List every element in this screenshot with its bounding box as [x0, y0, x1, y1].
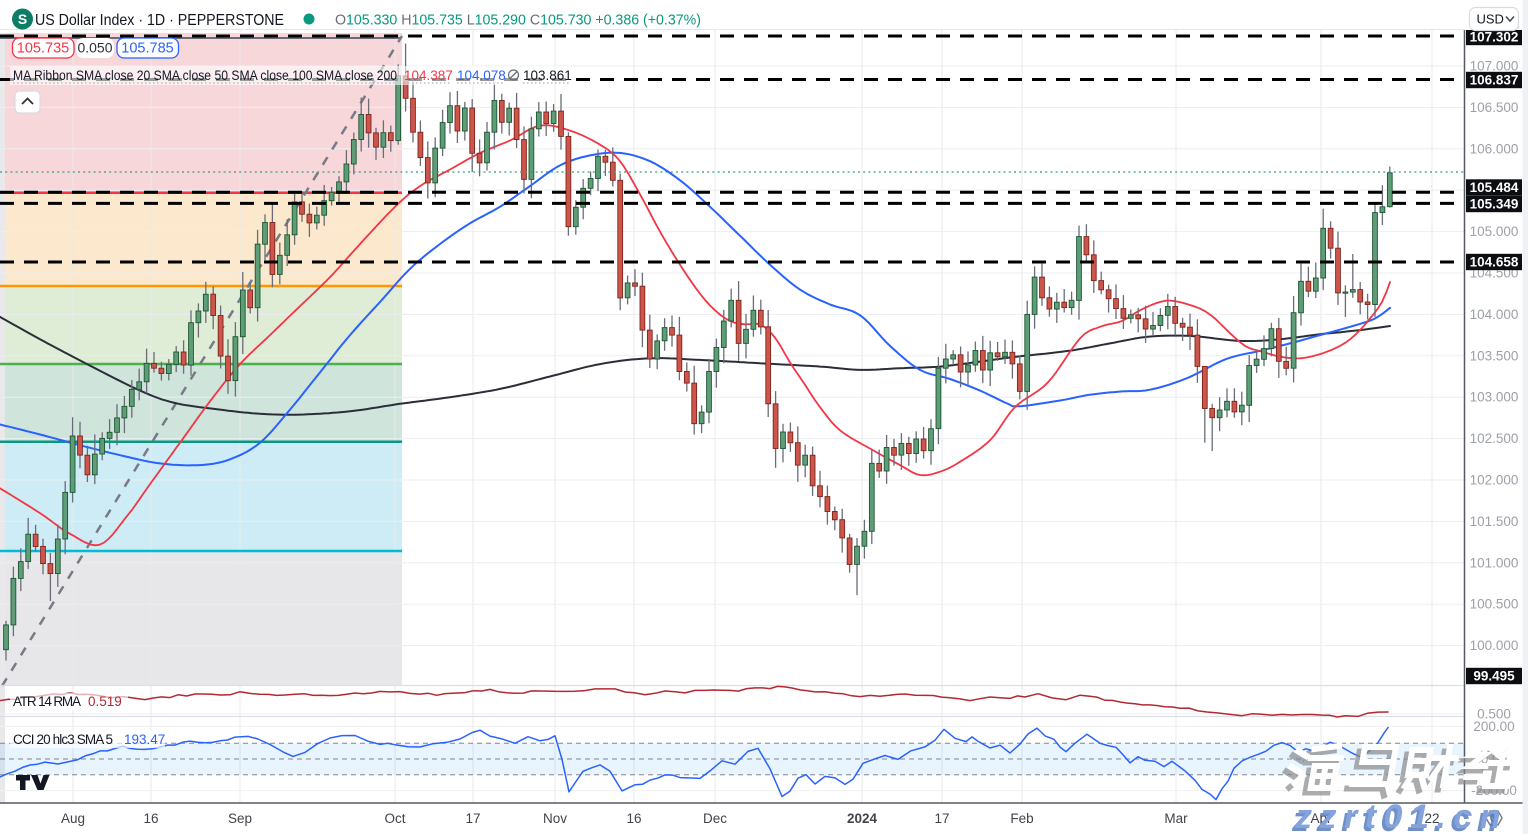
svg-text:Sep: Sep — [228, 811, 252, 826]
svg-text:104.387: 104.387 — [404, 68, 453, 83]
svg-text:105.735: 105.735 — [17, 41, 69, 57]
svg-text:200.00: 200.00 — [1473, 719, 1514, 734]
svg-text:101.000: 101.000 — [1470, 555, 1519, 570]
svg-text:USD: USD — [1477, 12, 1504, 27]
svg-text:17: 17 — [934, 811, 949, 826]
svg-text:CCI 20 hlc3 SMA 5: CCI 20 hlc3 SMA 5 — [13, 732, 113, 747]
svg-text:MA Ribbon SMA close 20 SMA clo: MA Ribbon SMA close 20 SMA close 50 SMA … — [13, 68, 397, 83]
svg-text:99.495: 99.495 — [1473, 669, 1515, 684]
svg-text:103.000: 103.000 — [1470, 390, 1519, 405]
svg-text:Aug: Aug — [61, 811, 85, 826]
svg-text:193.47: 193.47 — [124, 732, 165, 747]
svg-text:Oct: Oct — [384, 811, 405, 826]
svg-text:Dec: Dec — [703, 811, 727, 826]
svg-text:102.500: 102.500 — [1470, 431, 1519, 446]
svg-text:104.078: 104.078 — [457, 68, 506, 83]
svg-text:17: 17 — [465, 811, 480, 826]
svg-text:Feb: Feb — [1010, 811, 1033, 826]
svg-text:100.000: 100.000 — [1470, 638, 1519, 653]
svg-text:104.000: 104.000 — [1470, 307, 1519, 322]
svg-text:102.000: 102.000 — [1470, 473, 1519, 488]
svg-text:106.500: 106.500 — [1470, 100, 1519, 115]
svg-text:101.500: 101.500 — [1470, 514, 1519, 529]
svg-text:22: 22 — [1424, 811, 1439, 826]
svg-text:105.785: 105.785 — [121, 41, 173, 57]
svg-text:0.519: 0.519 — [88, 694, 122, 709]
svg-text:Nov: Nov — [543, 811, 567, 826]
svg-text:O105.330 H105.735 L105.290 C10: O105.330 H105.735 L105.290 C105.730 +0.3… — [335, 13, 701, 29]
svg-text:103.500: 103.500 — [1470, 348, 1519, 363]
svg-text:Apr: Apr — [1310, 811, 1332, 826]
svg-text:103.861: 103.861 — [523, 68, 572, 83]
svg-text:104.658: 104.658 — [1470, 255, 1519, 270]
svg-text:105.484: 105.484 — [1470, 180, 1519, 195]
svg-text:zzrt01.cn: zzrt01.cn — [1291, 801, 1505, 834]
svg-text:16: 16 — [143, 811, 158, 826]
svg-text:ATR 14 RMA: ATR 14 RMA — [13, 694, 81, 709]
svg-text:US Dollar Index · 1D · PEPPERS: US Dollar Index · 1D · PEPPERSTONE — [35, 12, 284, 29]
svg-text:0.500: 0.500 — [1477, 706, 1511, 721]
svg-text:zzrt01.cn: zzrt01.cn — [1294, 798, 1508, 834]
svg-text:100.500: 100.500 — [1470, 597, 1519, 612]
svg-text:107.302: 107.302 — [1470, 30, 1519, 45]
svg-text:107.000: 107.000 — [1470, 59, 1519, 74]
svg-text:0.050: 0.050 — [77, 40, 112, 56]
svg-text:105.000: 105.000 — [1470, 224, 1519, 239]
svg-text:2024: 2024 — [847, 811, 878, 826]
svg-text:S: S — [18, 11, 27, 27]
svg-text:Mar: Mar — [1164, 811, 1188, 826]
svg-text:105.349: 105.349 — [1470, 197, 1519, 212]
svg-text:16: 16 — [626, 811, 641, 826]
svg-text:106.000: 106.000 — [1470, 141, 1519, 156]
svg-text:106.837: 106.837 — [1470, 73, 1519, 88]
